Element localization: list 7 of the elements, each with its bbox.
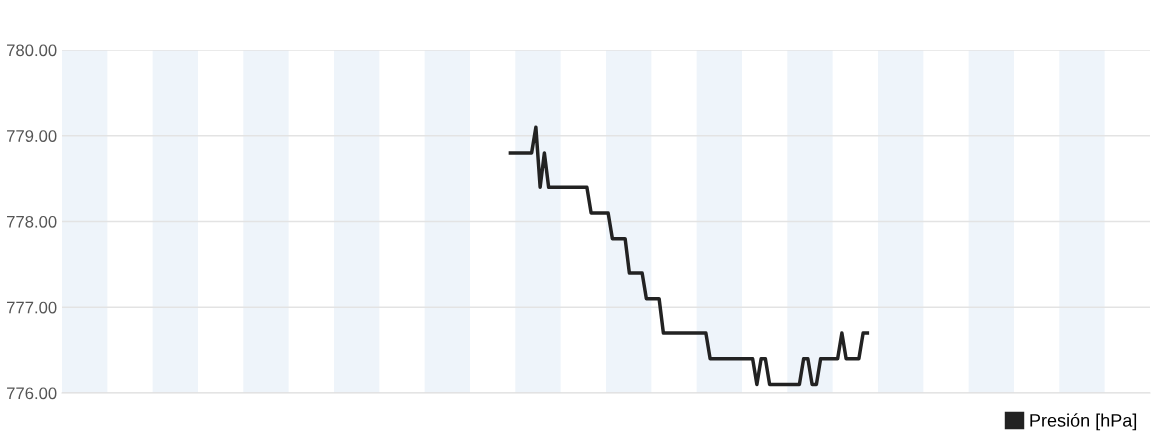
y-tick-label: 780.00 <box>7 44 57 57</box>
y-tick-label: 778.00 <box>7 215 57 228</box>
y-tick-label: 776.00 <box>7 387 57 400</box>
y-tick-label: 779.00 <box>7 130 57 142</box>
legend-label: Presión [hPa] <box>1030 413 1137 431</box>
line-series <box>508 125 870 387</box>
y-tick-label: 777.00 <box>7 301 57 314</box>
